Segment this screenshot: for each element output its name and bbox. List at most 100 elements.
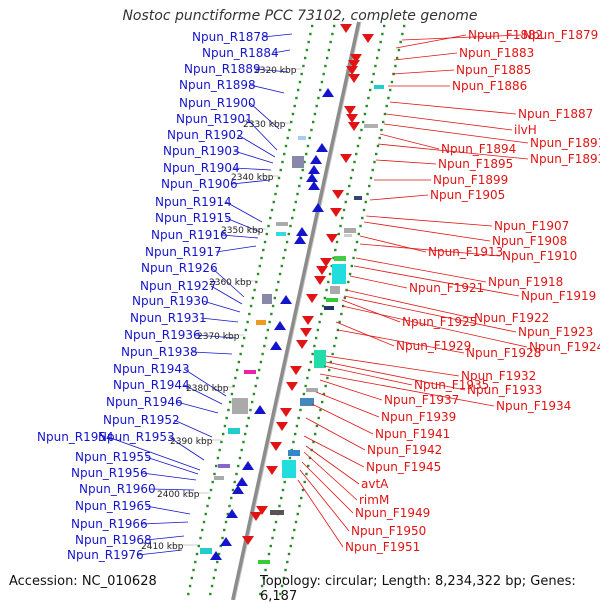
gene-label-npun-r1900: Npun_R1900 [179, 96, 256, 110]
inner-dots-mid [270, 312, 273, 316]
connector-npun-f1885 [391, 69, 455, 75]
connector-npun-f1941 [311, 403, 374, 435]
outer-dots-right [394, 64, 397, 68]
inner-dots-right [374, 64, 377, 68]
outer-dots-right [279, 592, 282, 596]
gene-label-npun-f1922: Npun_F1922 [474, 311, 549, 325]
inner-dots-right [356, 144, 360, 148]
inner-dots-left [194, 560, 197, 564]
inner-dots-mid [243, 432, 247, 436]
inner-dots-mid [324, 64, 327, 68]
gene-label-npun-r1960: Npun_R1960 [79, 482, 156, 496]
inner-dots-left [302, 64, 305, 68]
inner-dots-mid [221, 536, 224, 540]
gene-label-npun-f1907: Npun_F1907 [494, 219, 569, 233]
rna-block [314, 350, 326, 368]
inner-dots-right [358, 136, 361, 140]
forward-gene-arrow [344, 106, 356, 115]
reverse-gene-arrow [236, 477, 248, 486]
inner-dots-right [375, 56, 379, 60]
gene-label-npun-r1938: Npun_R1938 [121, 345, 198, 359]
gene-label-npun-f1919: Npun_F1919 [521, 289, 596, 303]
gene-label-npun-f1893: Npun_F1893 [530, 152, 600, 166]
gene-block [306, 388, 318, 392]
connector-npun-r1930 [202, 300, 241, 313]
inner-dots-right [278, 504, 281, 508]
inner-dots-mid [238, 456, 242, 460]
gene-label-npun-f1886: Npun_F1886 [452, 79, 527, 93]
gene-label-npun-f1905: Npun_F1905 [430, 188, 505, 202]
inner-dots-right [382, 24, 386, 28]
inner-dots-left [284, 144, 288, 148]
inner-dots-left [230, 392, 234, 396]
inner-dots-mid [235, 472, 238, 476]
inner-dots-mid [247, 416, 250, 420]
gene-block [324, 306, 334, 310]
gene-label-npun-f1937: Npun_F1937 [384, 393, 459, 407]
inner-dots-right [355, 152, 358, 156]
connector-npun-r1931 [200, 317, 239, 323]
gene-block [256, 320, 266, 325]
kbp-tick-2330-kbp: 2330 kbp [243, 120, 286, 130]
outer-dots-right [300, 496, 303, 500]
inner-dots-left [260, 256, 263, 260]
forward-gene-arrow [300, 328, 312, 337]
inner-dots-right [274, 520, 278, 524]
inner-dots-left [206, 504, 209, 508]
gene-label-npun-f1908: Npun_F1908 [492, 234, 567, 248]
inner-dots-mid [318, 88, 322, 92]
gene-block [232, 398, 248, 414]
outer-dots-right [373, 160, 376, 164]
connector-npun-f1908 [363, 221, 491, 242]
gene-label-npun-r1936: Npun_R1936 [124, 328, 201, 342]
inner-dots-mid [210, 584, 214, 588]
gene-label-npun-f1925: Npun_F1925 [402, 315, 477, 329]
inner-dots-mid [299, 176, 303, 180]
inner-dots-mid [245, 424, 249, 428]
gene-block [330, 286, 340, 294]
inner-dots-mid [325, 56, 329, 60]
connector-npun-r1968 [145, 535, 185, 541]
outer-dots-right [348, 272, 352, 276]
outer-dots-right [286, 560, 289, 564]
outer-dots-right [395, 56, 399, 60]
reverse-gene-arrow [232, 485, 244, 494]
inner-dots-left [213, 472, 216, 476]
inner-dots-mid [254, 384, 257, 388]
gene-block [292, 156, 304, 168]
outer-dots-right [319, 408, 322, 412]
connector-npun-r1943 [183, 368, 227, 397]
inner-dots-mid [315, 104, 318, 108]
forward-gene-arrow [348, 74, 360, 83]
inner-dots-left [293, 104, 296, 108]
outer-dots-right [289, 544, 292, 548]
gene-label-npun-f1918: Npun_F1918 [488, 275, 563, 289]
inner-dots-right [283, 480, 286, 484]
gene-label-npun-f1885: Npun_F1885 [456, 63, 531, 77]
gene-label-npun-r1946: Npun_R1946 [106, 395, 183, 409]
gene-label-npun-r1944: Npun_R1944 [113, 378, 190, 392]
rna-block [282, 460, 296, 478]
inner-dots-left [241, 344, 244, 348]
reverse-gene-arrow [308, 181, 320, 190]
reverse-gene-arrow [322, 88, 334, 97]
forward-gene-arrow [330, 208, 342, 217]
connector-npun-r1956 [141, 472, 197, 481]
inner-dots-left [221, 432, 225, 436]
inner-dots-mid [275, 288, 278, 292]
gene-label-npun-r1966: Npun_R1966 [71, 517, 148, 531]
gene-label-npun-r1930: Npun_R1930 [132, 294, 209, 308]
outer-dots-right [362, 208, 366, 212]
gene-label-npun-r1954: Npun_R1954 [37, 430, 114, 444]
inner-dots-left [274, 192, 277, 196]
inner-dots-right [351, 168, 354, 172]
reverse-gene-arrow [220, 537, 232, 546]
connector-npun-f1893 [377, 143, 529, 160]
inner-dots-mid [259, 360, 263, 364]
outer-dots-right [361, 216, 364, 220]
inner-dots-right [323, 296, 327, 300]
kbp-tick-2320-kbp: 2320 kbp [254, 66, 297, 76]
outer-dots-right [383, 112, 387, 116]
outer-dots-right [327, 368, 331, 372]
connector-npun-f1928 [337, 329, 465, 354]
